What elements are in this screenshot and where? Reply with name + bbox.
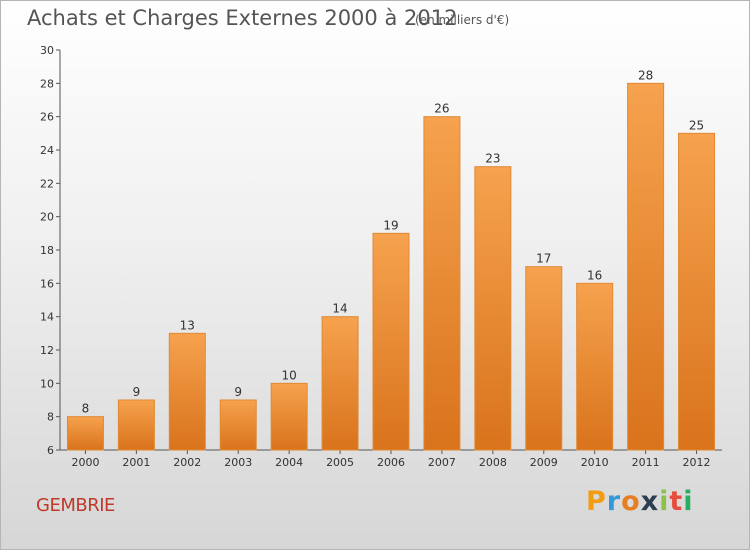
y-tick-label: 10 bbox=[40, 377, 54, 390]
y-tick-label: 20 bbox=[40, 211, 54, 224]
chart-subtitle: (en milliers d'€) bbox=[415, 13, 510, 27]
x-tick-label: 2007 bbox=[428, 456, 456, 469]
y-tick-label: 14 bbox=[40, 311, 54, 324]
bar-value-label: 26 bbox=[434, 102, 449, 116]
bars bbox=[66, 82, 716, 451]
bar bbox=[372, 232, 410, 451]
bar-value-label: 23 bbox=[485, 152, 500, 166]
bar bbox=[474, 166, 512, 451]
bar bbox=[66, 416, 104, 451]
bar bbox=[423, 116, 461, 451]
y-tick-label: 12 bbox=[40, 344, 54, 357]
x-tick-label: 2009 bbox=[530, 456, 558, 469]
bar-value-label: 14 bbox=[332, 302, 347, 316]
place-name: GEMBRIE bbox=[36, 495, 115, 516]
bar bbox=[168, 332, 206, 451]
logo-letter: i bbox=[659, 486, 670, 517]
logo-letter: r bbox=[606, 486, 622, 517]
y-tick-label: 16 bbox=[40, 277, 54, 290]
x-tick-label: 2012 bbox=[683, 456, 711, 469]
bar bbox=[321, 316, 359, 451]
x-tick-label: 2003 bbox=[224, 456, 252, 469]
y-tick-label: 28 bbox=[40, 77, 54, 90]
bar-value-label: 8 bbox=[82, 402, 90, 416]
bar-value-label: 10 bbox=[282, 368, 297, 382]
bar bbox=[525, 266, 563, 451]
bar bbox=[219, 399, 257, 451]
bar-value-label: 13 bbox=[180, 318, 195, 332]
y-tick-label: 18 bbox=[40, 244, 54, 257]
x-tick-label: 2005 bbox=[326, 456, 354, 469]
bar-value-label: 17 bbox=[536, 252, 551, 266]
x-tick-label: 2006 bbox=[377, 456, 405, 469]
logo-letter: P bbox=[586, 486, 607, 517]
bar-value-label: 9 bbox=[234, 385, 242, 399]
labels: 8 9 13 9 10 14 19 26 23 17 16 28 25 bbox=[82, 68, 705, 415]
bar-value-label: 16 bbox=[587, 268, 602, 282]
bar-value-label: 9 bbox=[133, 385, 141, 399]
bar bbox=[117, 399, 155, 451]
bar-value-label: 28 bbox=[638, 68, 653, 82]
x-tick-label: 2004 bbox=[275, 456, 303, 469]
chart-title: Achats et Charges Externes 2000 à 2012 bbox=[27, 6, 458, 30]
y-tick-label: 30 bbox=[40, 44, 54, 57]
bar bbox=[627, 82, 665, 451]
bar bbox=[270, 382, 308, 451]
x-tick-label: 2011 bbox=[632, 456, 660, 469]
y-tick-label: 6 bbox=[47, 444, 54, 457]
x-tick-label: 2008 bbox=[479, 456, 507, 469]
x-tick-label: 2002 bbox=[173, 456, 201, 469]
bar-value-label: 25 bbox=[689, 118, 704, 132]
y-tick-label: 26 bbox=[40, 111, 54, 124]
logo-letter: i bbox=[683, 486, 694, 517]
logo-letter: o bbox=[621, 486, 641, 517]
bar bbox=[576, 282, 614, 451]
bar-value-label: 19 bbox=[383, 218, 398, 232]
y-tick-label: 22 bbox=[40, 177, 54, 190]
logo-letter: t bbox=[669, 486, 684, 517]
bar bbox=[678, 132, 716, 451]
y-tick-label: 24 bbox=[40, 144, 54, 157]
x-tick-label: 2000 bbox=[71, 456, 99, 469]
x-tick-label: 2010 bbox=[581, 456, 609, 469]
x-tick-label: 2001 bbox=[122, 456, 150, 469]
proxiti-logo: Proxiti bbox=[586, 486, 694, 517]
y-tick-label: 8 bbox=[47, 411, 54, 424]
logo-letter: x bbox=[640, 486, 660, 517]
